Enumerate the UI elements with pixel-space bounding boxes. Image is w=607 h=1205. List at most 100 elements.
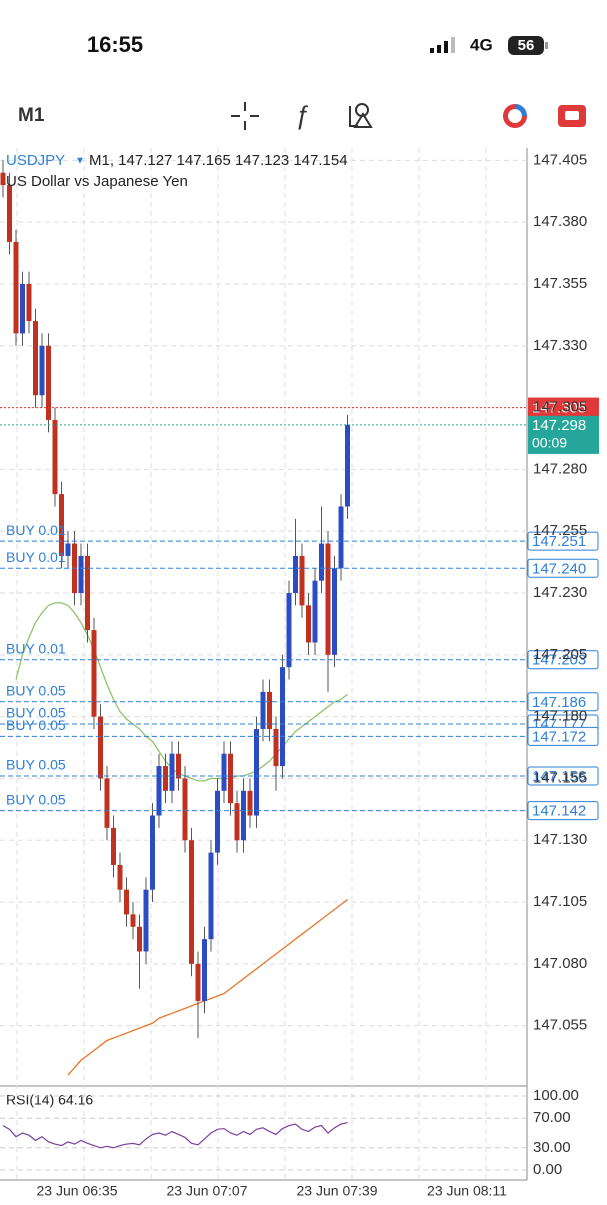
rsi-label: RSI(14) 64.16 (6, 1092, 93, 1108)
candle-body (0, 172, 6, 186)
account-button[interactable] (558, 105, 586, 127)
candle-body (156, 766, 162, 816)
candle-body (247, 790, 253, 816)
candle-body (299, 555, 305, 606)
y-tick-label: 147.255 (533, 522, 587, 539)
order-price-box (527, 650, 599, 670)
candle-body (221, 753, 227, 791)
order-price-box (527, 692, 599, 712)
candle-body (338, 506, 344, 569)
candle-body (319, 543, 324, 581)
order-label: BUY 0.01 (6, 549, 66, 565)
order-price: 147.186 (532, 694, 586, 711)
order-price-box (527, 766, 599, 786)
candle-body (169, 753, 175, 791)
battery (508, 36, 544, 55)
candle-body (59, 494, 64, 556)
rsi-tick-label: 70.00 (533, 1109, 571, 1126)
x-tick-label: 23 Jun 07:39 (297, 1183, 378, 1199)
bid-box (528, 415, 599, 454)
order-price: 147.203 (532, 652, 586, 669)
crosshair-button[interactable] (231, 102, 259, 130)
candle-body (267, 691, 272, 729)
candle-body (182, 778, 188, 841)
order-price: 147.172 (532, 728, 586, 745)
candle-body (241, 790, 246, 841)
ask-price: 147.305 (532, 400, 586, 417)
candle-body (215, 790, 220, 853)
order-label: BUY 0.05 (6, 717, 66, 733)
candle-body (163, 766, 168, 791)
battery-tip (545, 42, 548, 49)
x-tick-label: 23 Jun 07:07 (167, 1183, 248, 1199)
candle-body (124, 889, 129, 915)
candle-body (52, 419, 58, 495)
network: 4G (470, 35, 493, 54)
signal (430, 37, 455, 53)
y-tick-label: 147.105 (533, 893, 587, 910)
order-label: BUY 0.05 (6, 791, 66, 807)
order-label: BUY 0.01 (6, 640, 66, 656)
candle-body (254, 728, 259, 816)
candle-body (293, 555, 298, 594)
y-tick-label: 147.380 (533, 213, 587, 230)
rsi-tick-label: 0.00 (533, 1161, 562, 1178)
order-price: 147.240 (532, 560, 586, 577)
objects-button[interactable] (349, 103, 373, 128)
y-tick-label: 147.355 (533, 275, 587, 292)
candle-body (111, 827, 116, 865)
y-tick-label: 147.205 (533, 646, 587, 663)
x-tick-label: 23 Jun 08:11 (427, 1183, 507, 1199)
y-tick-label: 147.405 (533, 151, 587, 168)
candle-body (91, 630, 97, 717)
symbol-menu[interactable]: ▼ (75, 156, 85, 167)
y-tick-label: 147.305 (533, 399, 587, 416)
candle-body (325, 543, 331, 655)
y-tick-label: 147.155 (533, 769, 587, 786)
candle-body (345, 424, 350, 507)
candle-body (130, 914, 136, 927)
bar-timer: 00:09 (532, 435, 567, 451)
order-price-box (527, 558, 599, 578)
candle-body (234, 803, 240, 841)
y-tick-label: 147.130 (533, 831, 587, 848)
candle-body (26, 283, 32, 322)
candle-body (98, 716, 103, 779)
candle-body (33, 321, 38, 396)
clock: 16:55 (87, 32, 143, 57)
order-label: BUY 0.05 (6, 757, 66, 773)
order-price-box (527, 801, 599, 821)
bid-price: 147.298 (532, 417, 586, 434)
candle-body (306, 605, 311, 643)
candle-body (143, 889, 149, 952)
candle-body (39, 345, 45, 396)
order-price-box (527, 531, 599, 551)
symbol[interactable]: USDJPY (6, 152, 65, 169)
vertical-grid (0, 148, 527, 1180)
candle-body (189, 840, 194, 964)
indicators-button[interactable]: ƒ (295, 100, 309, 130)
candle-body (7, 185, 12, 242)
candle-body (176, 753, 181, 779)
ohlc-header: M1, 147.127 147.165 147.123 147.154 (89, 152, 348, 169)
y-tick-label: 147.180 (533, 708, 587, 725)
battery-level: 56 (518, 37, 535, 54)
order-price: 147.251 (532, 533, 586, 550)
candle-body (104, 778, 110, 828)
candle-body (195, 963, 201, 1001)
timeframe-button[interactable]: M1 (18, 105, 45, 126)
symbol-description: US Dollar vs Japanese Yen (6, 173, 188, 190)
order-label: BUY 0.01 (6, 522, 66, 538)
candle-body (13, 241, 19, 334)
order-price-box (527, 726, 599, 746)
ma-fast-line (15, 602, 348, 782)
trade-button[interactable] (503, 104, 527, 128)
x-tick-label: 23 Jun 06:35 (37, 1183, 118, 1199)
candle-body (202, 939, 207, 1001)
candle-body (280, 667, 285, 767)
candle-body (332, 568, 337, 655)
order-price: 147.156 (532, 768, 586, 785)
candle-body (137, 926, 142, 952)
ma-slow-line (67, 899, 348, 1076)
